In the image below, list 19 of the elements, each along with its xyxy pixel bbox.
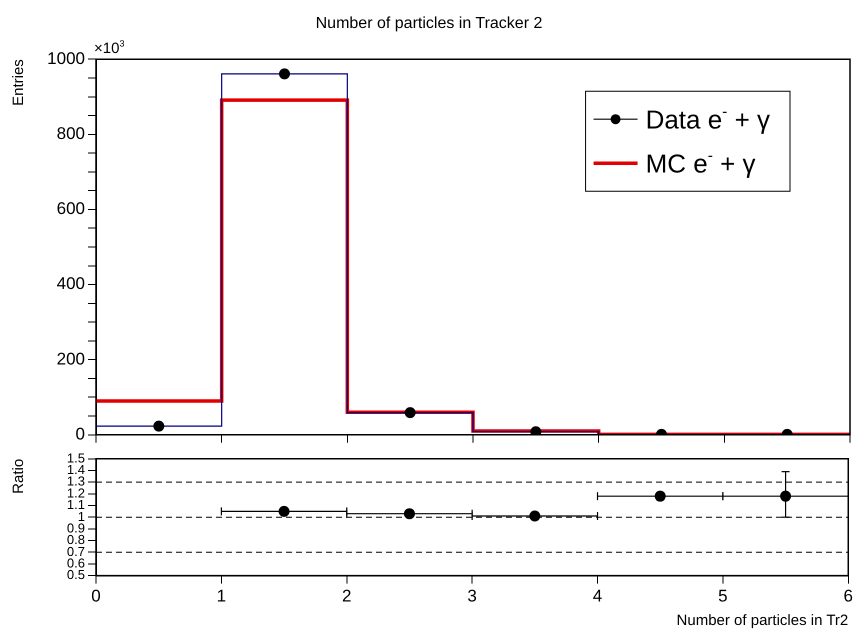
y-tick-label: 600 <box>56 199 85 218</box>
y-tick-label: 400 <box>56 274 85 294</box>
x-tick-label: 6 <box>844 586 854 606</box>
x-tick-label: 0 <box>91 586 101 606</box>
y-tick-label: 1000 <box>47 48 85 68</box>
chart-title: Number of particles in Tracker 2 <box>316 15 542 32</box>
x-tick-label: 5 <box>718 586 728 606</box>
y-tick-label: 200 <box>56 349 85 368</box>
y-axis-title: Entries <box>10 59 28 106</box>
x-tick-label: 3 <box>467 586 477 606</box>
y-tick-label: 800 <box>56 124 85 144</box>
y-tick-label: 0 <box>76 424 85 444</box>
legend-label: Data e- + γ <box>646 104 770 134</box>
x-axis-title: Number of particles in Tr2 <box>676 612 848 630</box>
x-tick-label: 1 <box>216 586 226 606</box>
y-axis-title: Ratio <box>10 458 28 494</box>
x-tick-label: 2 <box>342 586 352 606</box>
x-tick-label: 4 <box>592 586 602 606</box>
legend-label: MC e- + γ <box>646 148 756 178</box>
